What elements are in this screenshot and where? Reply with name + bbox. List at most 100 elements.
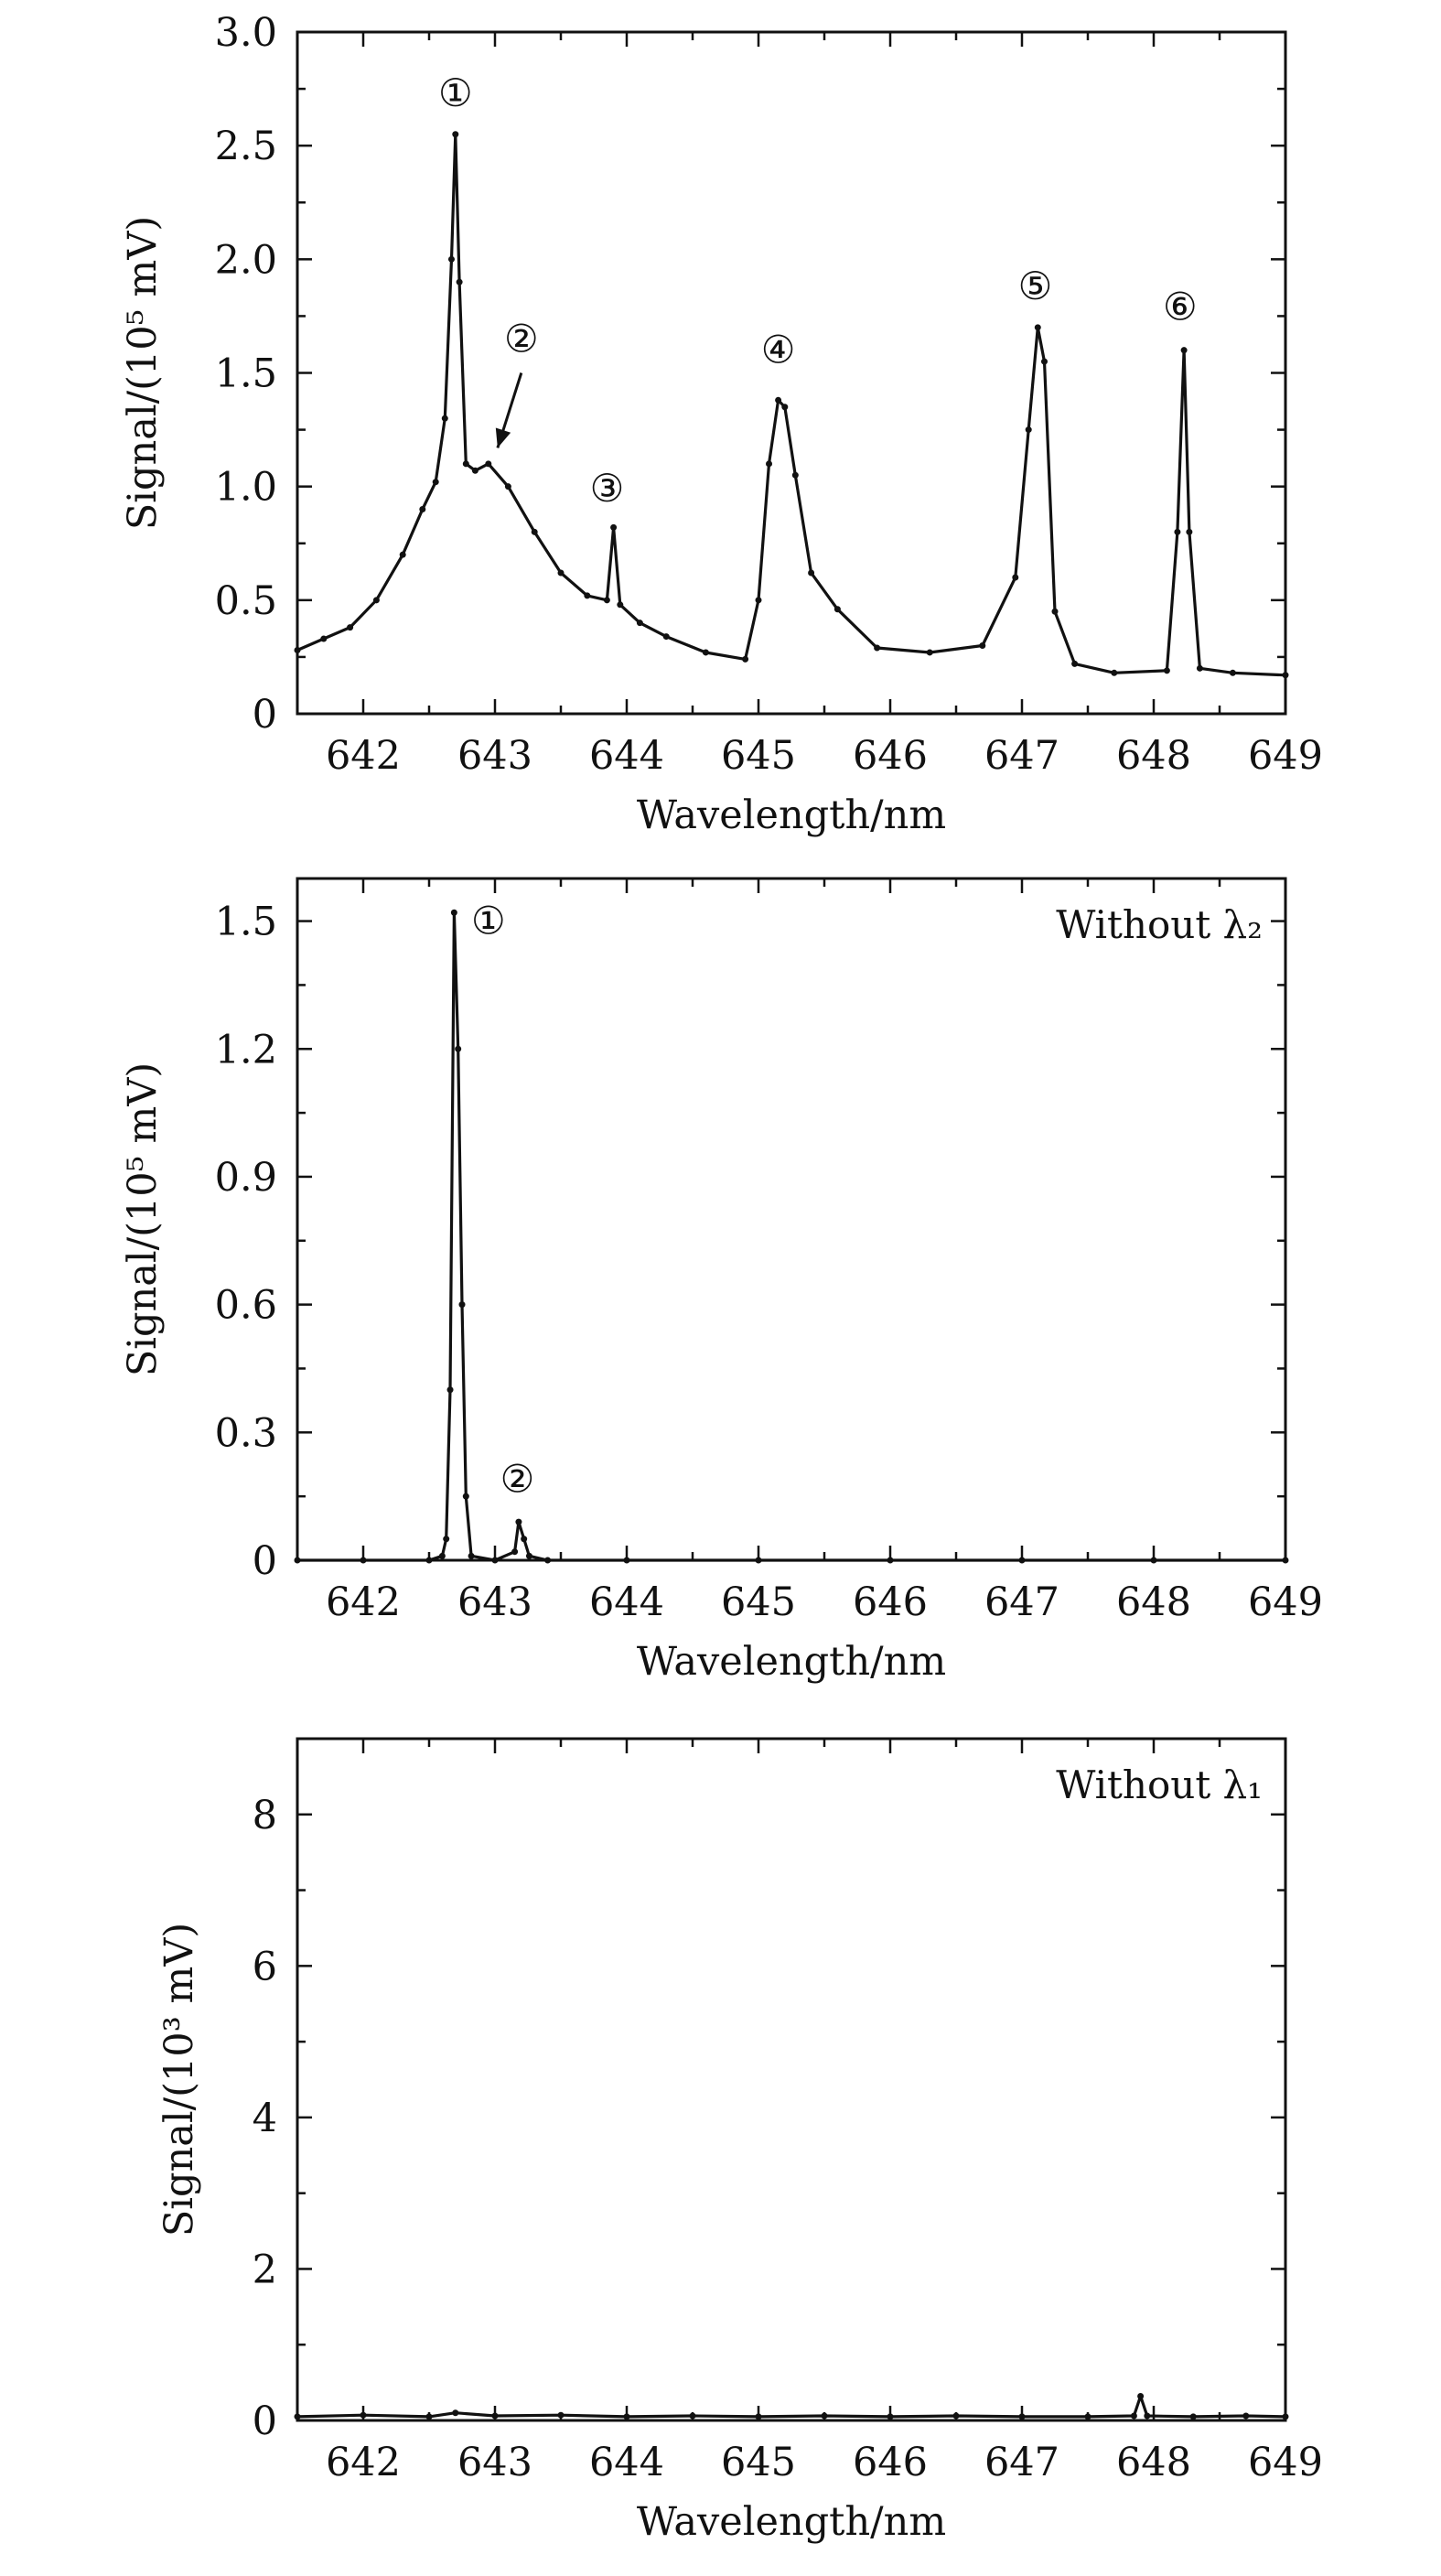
data-point [491,2412,499,2420]
data-point [808,569,815,577]
x-axis-title: Wavelength/nm [637,2499,946,2545]
inset-label: Without λ₂ [1056,902,1263,947]
x-axis-title: Wavelength/nm [637,1639,946,1685]
data-point [1084,2413,1092,2420]
data-point [504,483,511,490]
peak-label: ② [504,316,539,361]
inset-label: Without λ₁ [1056,1762,1263,1807]
data-point [1130,2412,1137,2420]
y-tick-label: 1.2 [215,1027,277,1072]
data-point [462,1493,469,1500]
data-point [447,255,455,263]
data-point [485,460,492,468]
x-tick-label: 646 [853,1579,928,1625]
data-point [1040,358,1048,365]
data-point [294,2413,301,2420]
y-tick-label: 4 [253,2096,277,2141]
data-point [755,597,762,604]
data-point [610,523,618,531]
data-point [511,1548,519,1556]
x-tick-label: 642 [326,2440,401,2485]
y-tick-label: 2 [253,2247,277,2292]
data-point [1071,660,1079,667]
data-point [617,601,624,609]
data-point [979,642,986,649]
plot-frame [296,877,1287,1562]
data-point [1282,1557,1289,1564]
data-point [1025,426,1032,434]
data-point [742,655,749,663]
data-point [544,1557,552,1564]
data-point [1242,2412,1250,2420]
series-line [297,911,1285,1562]
data-point [557,2411,565,2419]
x-tick-label: 645 [721,733,796,779]
y-axis-title: Signal/(10³ mV) [156,1923,202,2236]
data-point [1180,347,1188,354]
data-point [623,1557,630,1564]
data-point [468,1552,475,1559]
x-tick-label: 642 [326,733,401,779]
data-point [294,646,301,653]
arrow-head [495,427,511,448]
y-tick-label: 2.0 [215,237,277,283]
peak-label: ③ [590,466,625,511]
y-tick-label: 2.5 [215,124,277,169]
data-point [1186,528,1193,535]
data-point [432,479,439,486]
x-tick-label: 648 [1116,1579,1191,1625]
data-point [446,1386,454,1394]
data-point [372,597,380,604]
peak-label: ⑥ [1163,284,1198,329]
x-tick-label: 643 [457,733,532,779]
x-tick-label: 647 [984,1579,1059,1625]
data-point [458,1301,466,1309]
plot-frame [296,1737,1287,2422]
data-point [584,592,591,599]
data-point [1174,528,1181,535]
y-tick-label: 6 [253,1944,277,1989]
x-tick-label: 643 [457,1579,532,1625]
data-point [1229,669,1236,676]
x-axis-title: Wavelength/nm [637,792,946,838]
x-tick-label: 649 [1248,1579,1323,1625]
x-tick-label: 648 [1116,733,1191,779]
data-point [833,606,841,613]
data-point [438,1552,446,1559]
y-tick-label: 0.5 [215,578,277,624]
peak-label: ⑤ [1018,264,1053,308]
y-tick-label: 0 [253,692,277,738]
data-point [320,635,328,642]
data-point [1018,2413,1026,2420]
data-point [441,415,448,422]
panel-all-lasers: 642 643 644 645 646 647 648 649 0 0.5 1.0 1.5 2.0 2.5… [120,10,1323,838]
data-point [603,597,610,604]
data-point [399,551,406,558]
data-point [781,404,789,411]
data-point [662,633,670,641]
data-point [443,1536,450,1543]
x-tick-label: 643 [457,2440,532,2485]
data-point [531,528,538,535]
data-point [766,460,773,468]
peak-label: ② [500,1457,535,1502]
data-point [456,278,463,286]
data-point [952,2412,960,2420]
data-point [887,2413,894,2420]
y-tick-label: 0.6 [215,1283,277,1329]
panel-without-lambda2: 642 643 644 645 646 647 648 649 0 0.3 0.6 0.9 1.2 1.5… [120,877,1323,1685]
data-point [1111,669,1118,676]
data-point [452,2409,459,2417]
y-tick-label: 3.0 [215,10,277,56]
x-tick-label: 649 [1248,2440,1323,2485]
y-axis-title: Signal/(10⁵ mV) [120,1062,166,1376]
data-point [347,624,354,631]
data-point [425,2413,433,2420]
panel-without-lambda1: 642 643 644 645 646 647 648 649 0 2 4 6 8 Wavelength/… [156,1737,1323,2545]
data-point [1282,2413,1289,2420]
data-point [557,569,565,577]
data-point [1144,2412,1151,2420]
data-point [755,1557,762,1564]
series-line [296,2394,1286,2419]
